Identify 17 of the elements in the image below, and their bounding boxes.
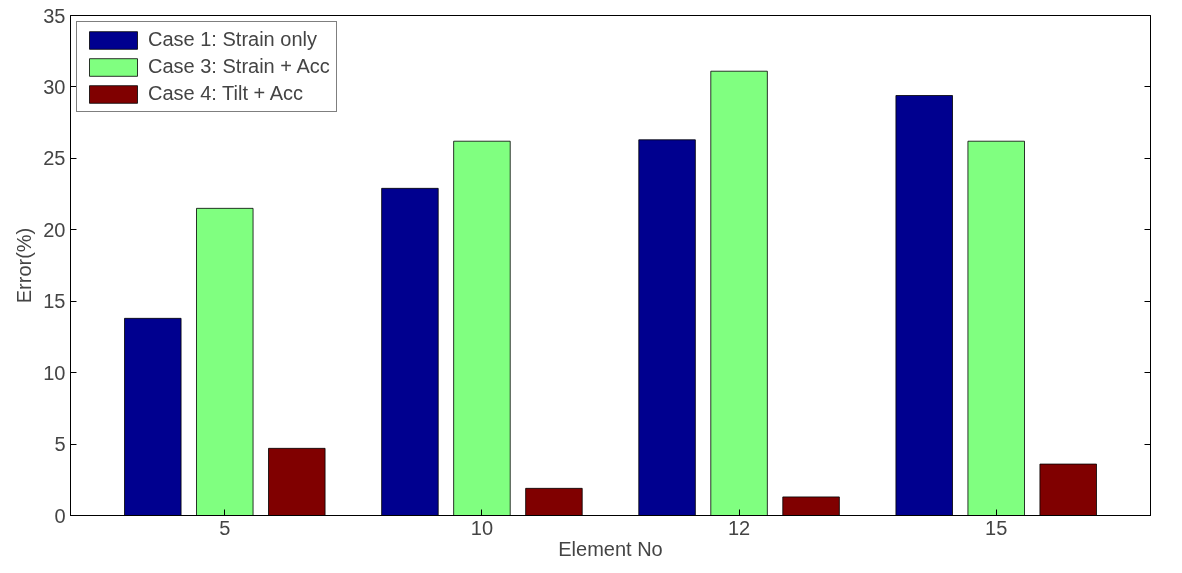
x-tick-label: 15 [985, 516, 1008, 539]
y-tick-label: 5 [54, 433, 66, 456]
y-axis-title: Error(%) [13, 227, 36, 304]
y-tick-label: 15 [43, 290, 66, 313]
y-tick-label: 0 [54, 504, 66, 527]
x-tick-label: 10 [470, 516, 494, 539]
legend-label: Case 3: Strain + Acc [148, 55, 330, 78]
x-axis-title: Element No [558, 537, 663, 560]
x-tick-label: 5 [219, 516, 231, 539]
y-tick-label: 30 [43, 75, 66, 98]
legend-label: Case 4: Tilt + Acc [148, 82, 304, 105]
y-tick-label: 25 [43, 147, 66, 170]
y-tick-label: 35 [43, 4, 66, 27]
y-tick-label: 10 [43, 361, 66, 384]
x-tick-label: 12 [727, 516, 751, 539]
y-tick-label: 20 [43, 218, 66, 241]
legend-label: Case 1: Strain only [148, 28, 317, 51]
